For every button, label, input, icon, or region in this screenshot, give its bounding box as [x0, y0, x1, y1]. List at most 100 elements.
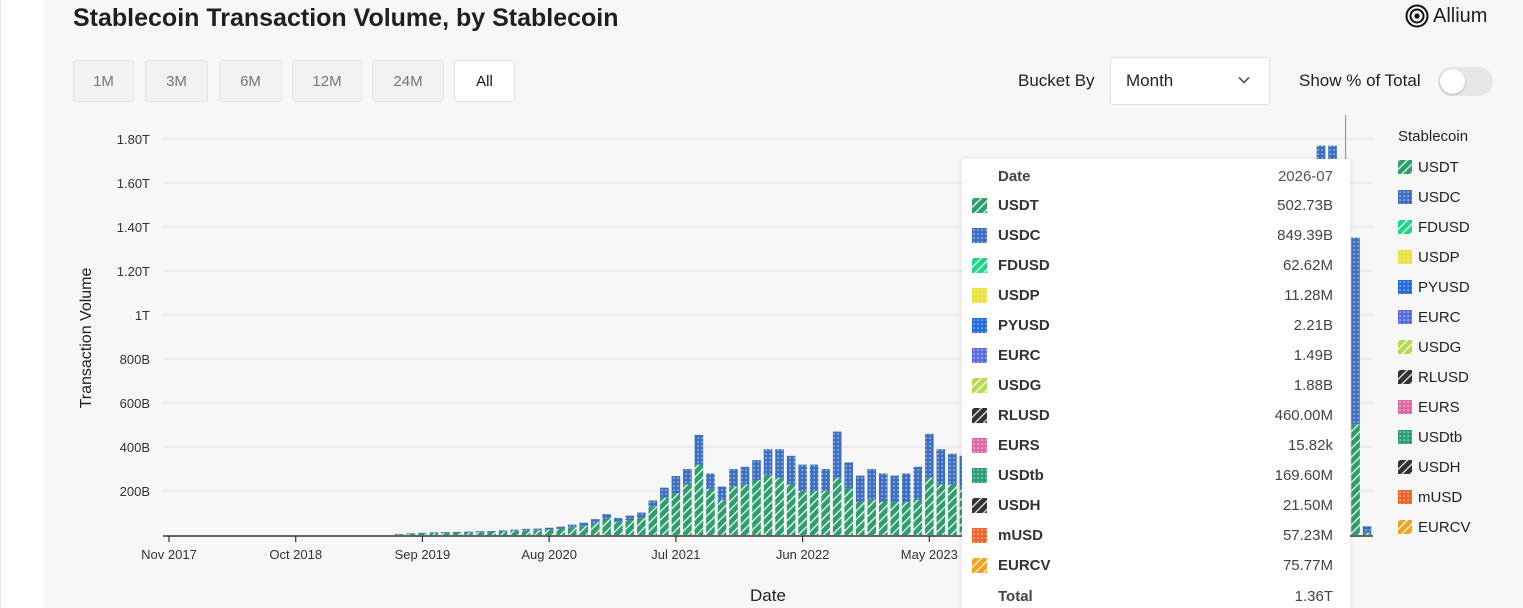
bar-segment-usdc[interactable]	[1362, 526, 1372, 533]
bar-segment-usdt[interactable]	[867, 499, 877, 535]
bar-segment-usdc[interactable]	[786, 455, 796, 485]
bar-segment-usdt[interactable]	[752, 480, 761, 535]
bar-segment-usdt[interactable]	[832, 477, 842, 535]
bar-segment-usdt[interactable]	[579, 525, 589, 535]
bar-segment-usdc[interactable]	[625, 515, 635, 521]
bar-segment-usdt[interactable]	[786, 484, 796, 535]
bar-segment-usdt[interactable]	[740, 484, 750, 535]
bar-segment-usdt[interactable]	[890, 502, 900, 535]
bar-segment-usdc[interactable]	[683, 469, 692, 485]
bar-segment-usdt[interactable]	[729, 486, 738, 535]
bar-segment-usdt[interactable]	[590, 522, 600, 535]
bar-segment-usdt[interactable]	[533, 530, 542, 535]
legend-item-musd[interactable]: mUSD	[1398, 487, 1462, 507]
bar-segment-usdc[interactable]	[948, 453, 957, 485]
bar-segment-usdc[interactable]	[487, 531, 496, 532]
bar-segment-usdc[interactable]	[775, 449, 784, 478]
bar-segment-usdc[interactable]	[544, 527, 554, 530]
bar-segment-usdc[interactable]	[648, 500, 658, 507]
bar-segment-usdt[interactable]	[510, 530, 519, 535]
bar-segment-usdc[interactable]	[660, 487, 669, 498]
bar-segment-usdc[interactable]	[717, 486, 727, 500]
legend-item-eurc[interactable]: EURC	[1398, 307, 1461, 327]
legend-item-usdp[interactable]: USDP	[1398, 247, 1460, 267]
bar-segment-usdt[interactable]	[948, 484, 957, 535]
bar-segment-usdt[interactable]	[475, 532, 485, 535]
bar-segment-usdt[interactable]	[683, 484, 692, 535]
bar-segment-usdt[interactable]	[464, 532, 473, 535]
bar-segment-usdc[interactable]	[694, 434, 704, 465]
bar-segment-usdc[interactable]	[832, 431, 842, 478]
bar-segment-usdc[interactable]	[637, 512, 646, 518]
legend-item-usdtb[interactable]: USDtb	[1398, 427, 1462, 447]
range-button-1m[interactable]: 1M	[73, 60, 134, 102]
bar-segment-usdt[interactable]	[901, 502, 911, 535]
bar-segment-usdt[interactable]	[521, 530, 531, 535]
bar-segment-usdt[interactable]	[637, 517, 646, 535]
bar-segment-usdt[interactable]	[763, 475, 773, 535]
bar-segment-usdt[interactable]	[487, 531, 496, 535]
bar-segment-usdt[interactable]	[809, 491, 819, 535]
bar-segment-usdc[interactable]	[533, 528, 542, 531]
bar-segment-usdc[interactable]	[867, 469, 877, 500]
bar-segment-usdt[interactable]	[429, 533, 439, 535]
bar-segment-usdc[interactable]	[395, 533, 404, 535]
bar-segment-usdc[interactable]	[429, 532, 439, 534]
bar-segment-usdc[interactable]	[809, 464, 819, 491]
bar-segment-usdc[interactable]	[613, 517, 623, 522]
bar-segment-usdc[interactable]	[418, 532, 427, 534]
legend-item-pyusd[interactable]: PYUSD	[1398, 277, 1470, 297]
bar-segment-usdc[interactable]	[798, 464, 807, 491]
bar-segment-usdt[interactable]	[418, 533, 427, 535]
bar-segment-usdt[interactable]	[844, 488, 853, 535]
bar-segment-usdc[interactable]	[763, 449, 773, 476]
legend-item-usdh[interactable]: USDH	[1398, 457, 1461, 477]
bar-segment-usdc[interactable]	[878, 473, 888, 502]
bar-segment-usdc[interactable]	[752, 460, 761, 480]
bar-segment-usdt[interactable]	[441, 532, 450, 535]
bar-segment-usdc[interactable]	[590, 519, 600, 523]
bar-segment-usdc[interactable]	[567, 524, 577, 528]
bar-segment-usdc[interactable]	[913, 466, 923, 500]
bar-segment-usdc[interactable]	[671, 476, 681, 494]
bar-segment-usdt[interactable]	[1362, 532, 1372, 535]
legend-item-usdg[interactable]: USDG	[1398, 337, 1461, 357]
bar-segment-usdc[interactable]	[406, 533, 416, 535]
bar-segment-usdc[interactable]	[441, 532, 450, 533]
bar-segment-usdt[interactable]	[613, 521, 623, 535]
bar-segment-usdt[interactable]	[625, 520, 635, 535]
bar-segment-usdc[interactable]	[521, 528, 531, 531]
legend-item-rlusd[interactable]: RLUSD	[1398, 367, 1469, 387]
bar-segment-usdt[interactable]	[1351, 424, 1360, 535]
range-button-all[interactable]: All	[454, 60, 515, 102]
bar-segment-usdc[interactable]	[475, 531, 485, 533]
bar-segment-usdc[interactable]	[855, 475, 865, 502]
bar-segment-usdt[interactable]	[936, 484, 946, 535]
show-percent-toggle[interactable]	[1438, 67, 1493, 96]
range-button-6m[interactable]: 6M	[219, 60, 282, 102]
bar-segment-usdc[interactable]	[901, 473, 911, 502]
range-button-12m[interactable]: 12M	[292, 60, 362, 102]
bar-segment-usdt[interactable]	[925, 477, 934, 535]
legend-item-eurcv[interactable]: EURCV	[1398, 517, 1471, 537]
bar-segment-usdc[interactable]	[510, 529, 519, 531]
bar-segment-usdt[interactable]	[544, 529, 554, 535]
bar-segment-usdc[interactable]	[556, 526, 565, 529]
bar-segment-usdc[interactable]	[729, 469, 738, 487]
range-button-3m[interactable]: 3M	[145, 60, 208, 102]
bar-segment-usdt[interactable]	[648, 506, 658, 535]
bar-segment-usdt[interactable]	[567, 527, 577, 535]
bar-segment-usdc[interactable]	[936, 449, 946, 485]
bar-segment-usdt[interactable]	[821, 491, 830, 535]
bar-segment-usdt[interactable]	[798, 491, 807, 535]
bar-segment-usdc[interactable]	[498, 530, 508, 532]
legend-item-usdc[interactable]: USDC	[1398, 187, 1461, 207]
bar-segment-usdc[interactable]	[1351, 237, 1360, 425]
bar-segment-usdt[interactable]	[855, 502, 865, 535]
range-button-24m[interactable]: 24M	[372, 60, 444, 102]
bar-segment-usdt[interactable]	[878, 502, 888, 535]
bar-segment-usdt[interactable]	[913, 499, 923, 535]
bucket-by-select[interactable]: Month	[1110, 57, 1270, 105]
legend-item-fdusd[interactable]: FDUSD	[1398, 217, 1470, 237]
bar-segment-usdc[interactable]	[740, 466, 750, 485]
